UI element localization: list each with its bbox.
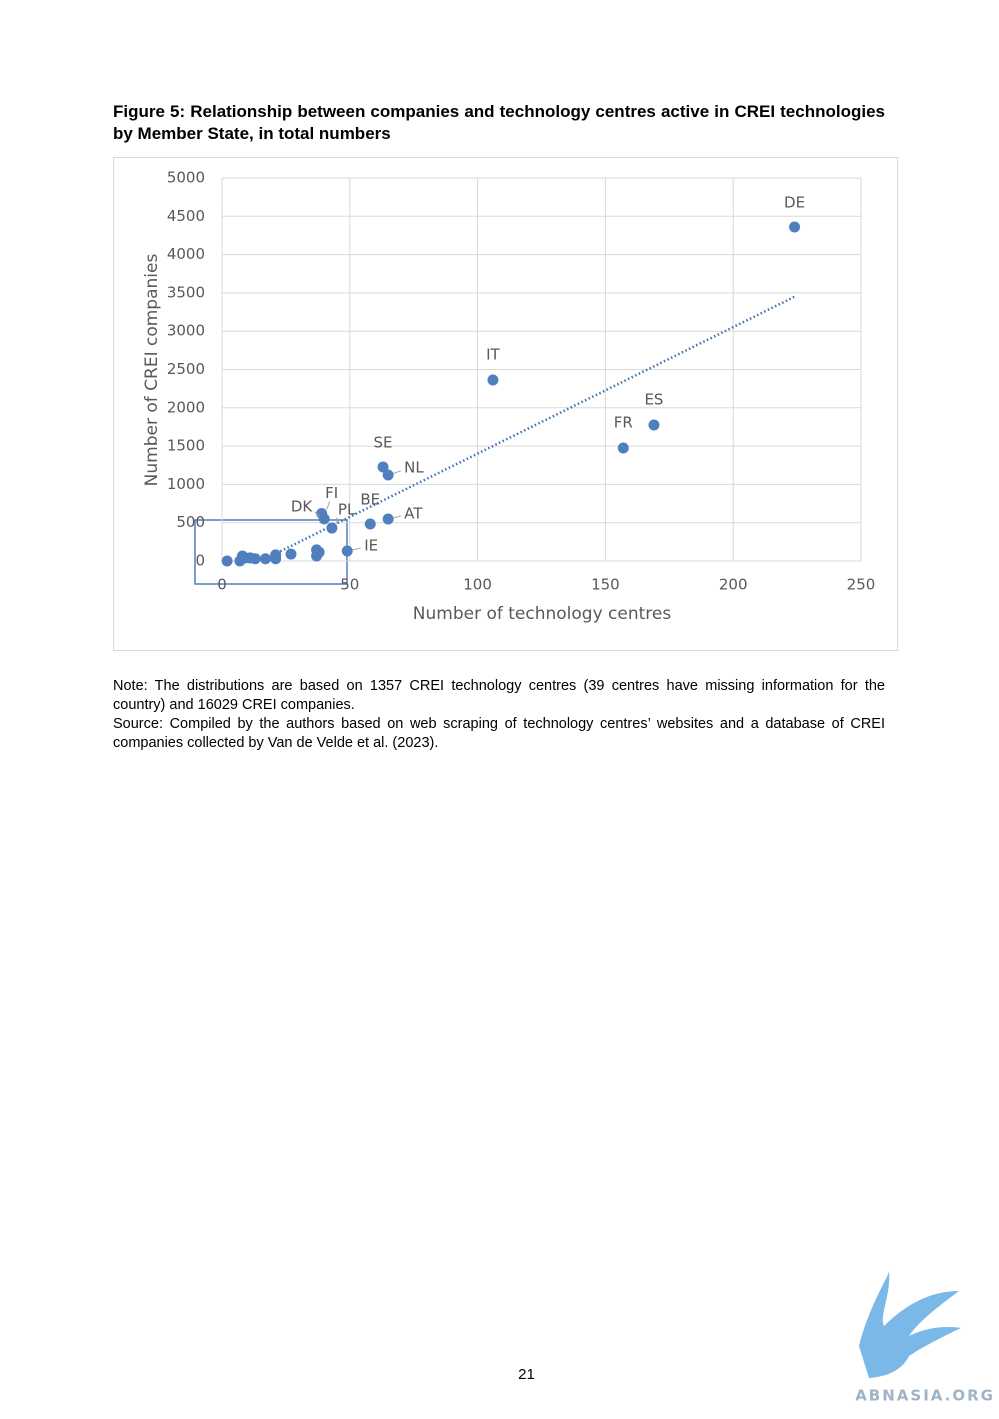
y-tick-label: 1000: [167, 475, 205, 493]
point: [313, 546, 325, 558]
point-label: BE: [360, 491, 380, 509]
y-tick-label: 2500: [167, 360, 205, 378]
page-number: 21: [518, 1366, 535, 1383]
point-label: ES: [644, 391, 663, 409]
leader-line: [314, 511, 320, 517]
x-tick-label: 150: [591, 576, 620, 594]
point: [364, 518, 376, 530]
point: [285, 548, 297, 560]
point-label: NL: [404, 458, 424, 476]
point: [789, 221, 801, 233]
leader-line: [392, 470, 402, 475]
point: [259, 553, 271, 565]
y-tick-label: 4000: [167, 245, 205, 263]
point: [270, 549, 282, 561]
point-label: DE: [784, 194, 805, 212]
point: [249, 553, 261, 565]
y-tick-label: 3000: [167, 322, 205, 340]
point-label: SE: [374, 434, 393, 452]
point-label: DK: [291, 497, 314, 515]
chart-frame: [113, 157, 898, 651]
figure-title: Figure 5: Relationship between companies…: [113, 102, 885, 143]
point-label: FI: [325, 484, 338, 502]
watermark: ABNASIA.ORG: [855, 1387, 995, 1405]
x-axis-title: Number of technology centres: [413, 604, 672, 624]
x-tick-label: 0: [217, 576, 227, 594]
point: [617, 442, 629, 454]
point: [326, 522, 338, 534]
y-tick-label: 3500: [167, 283, 205, 301]
y-tick-label: 2000: [167, 398, 205, 416]
leader-line: [326, 501, 331, 510]
point: [487, 374, 499, 386]
point: [377, 461, 389, 473]
logo-bird: [859, 1271, 961, 1378]
point-label: FR: [614, 414, 633, 432]
trendline: [272, 295, 796, 556]
point-label: AT: [404, 505, 423, 523]
point: [318, 513, 330, 525]
point-label: IT: [486, 345, 500, 363]
x-tick-label: 50: [340, 576, 359, 594]
y-tick-label: 1500: [167, 437, 205, 455]
y-tick-label: 0: [195, 552, 205, 570]
point-label: PL: [338, 501, 356, 519]
x-tick-label: 200: [719, 576, 748, 594]
point: [382, 513, 394, 525]
leader-line: [352, 547, 361, 551]
x-tick-label: 250: [847, 576, 876, 594]
y-tick-label: 5000: [167, 169, 205, 187]
logo: ABNASIA.ORG: [855, 1271, 995, 1405]
point-label: IE: [364, 537, 378, 555]
leader-line: [393, 515, 402, 519]
point: [221, 555, 233, 567]
y-axis-title: Number of CREI companies: [142, 254, 162, 487]
y-tick-label: 4500: [167, 207, 205, 225]
note: Note: The distributions are based on 135…: [113, 678, 885, 713]
point: [341, 545, 353, 557]
chart: Number of technology centres Number of C…: [113, 157, 898, 651]
y-tick-label: 500: [176, 513, 205, 531]
point: [382, 469, 394, 481]
source: Source: Compiled by the authors based on…: [113, 716, 885, 751]
x-tick-label: 100: [463, 576, 492, 594]
point: [648, 419, 660, 431]
